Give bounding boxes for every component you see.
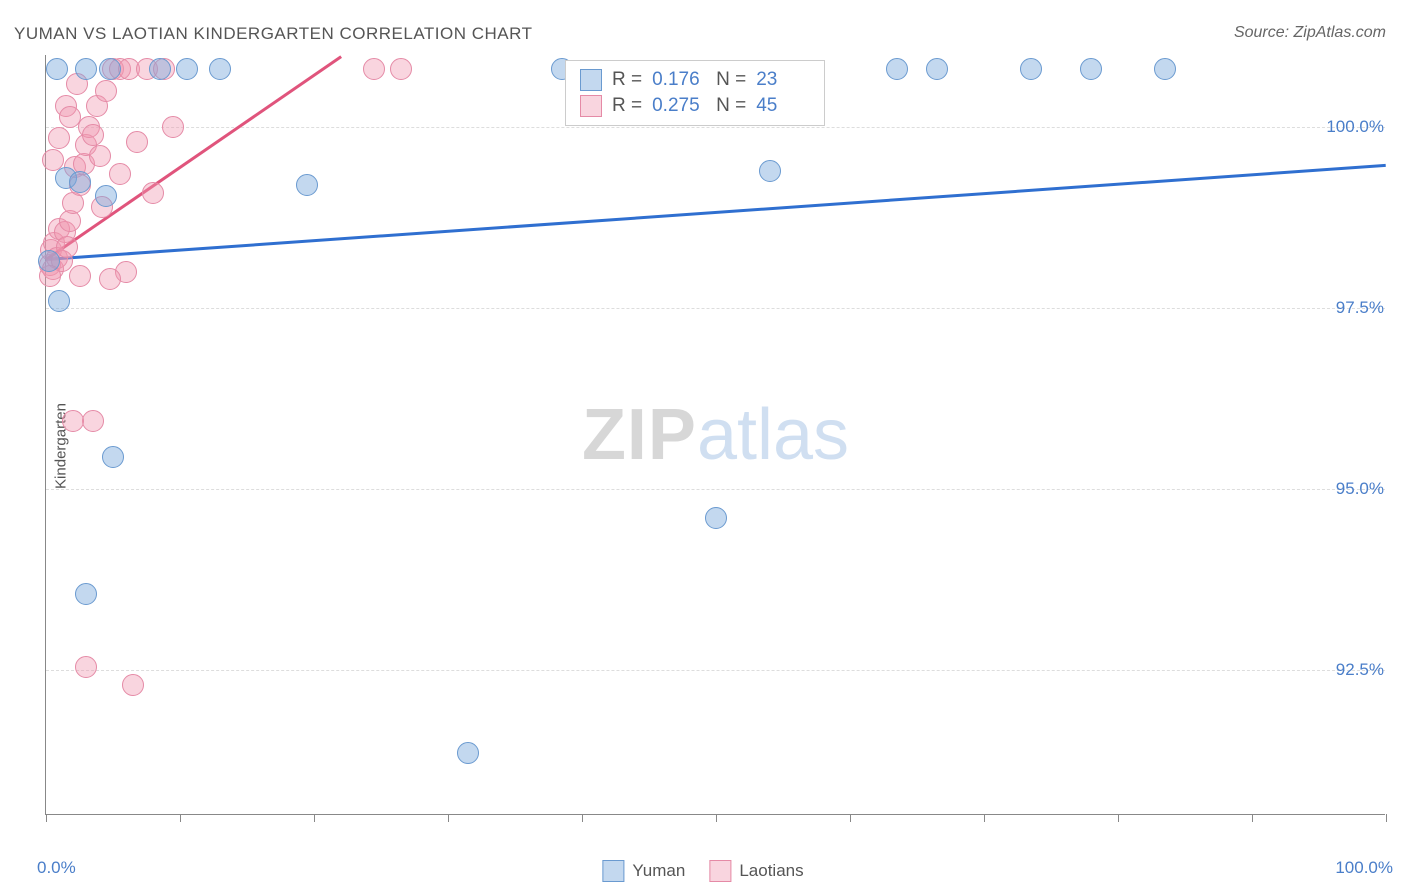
data-point-pink <box>99 268 121 290</box>
y-tick-label: 95.0% <box>1336 479 1384 499</box>
x-tick-mark <box>582 814 583 822</box>
trendline-blue <box>46 164 1386 261</box>
data-point-blue <box>176 58 198 80</box>
x-tick-max: 100.0% <box>1335 858 1393 878</box>
x-tick-mark <box>448 814 449 822</box>
x-tick-mark <box>1252 814 1253 822</box>
swatch-blue-icon <box>580 69 602 91</box>
data-point-blue <box>102 446 124 468</box>
r-value: 0.176 <box>652 69 706 91</box>
data-point-pink <box>82 124 104 146</box>
r-label: R = <box>612 69 642 91</box>
x-tick-mark <box>1386 814 1387 822</box>
stats-legend-box: R = 0.176 N = 23 R = 0.275 N = 45 <box>565 60 825 126</box>
x-tick-mark <box>984 814 985 822</box>
n-label: N = <box>716 95 746 117</box>
swatch-pink-icon <box>709 860 731 882</box>
r-value: 0.275 <box>652 95 706 117</box>
swatch-blue-icon <box>602 860 624 882</box>
data-point-pink <box>142 182 164 204</box>
x-tick-min: 0.0% <box>37 858 76 878</box>
data-point-pink <box>95 80 117 102</box>
data-point-blue <box>95 185 117 207</box>
y-tick-label: 100.0% <box>1326 117 1384 137</box>
data-point-blue <box>886 58 908 80</box>
data-point-pink <box>363 58 385 80</box>
data-point-blue <box>75 583 97 605</box>
data-point-blue <box>69 171 91 193</box>
data-point-pink <box>59 106 81 128</box>
stats-row-yuman: R = 0.176 N = 23 <box>580 67 810 93</box>
data-point-blue <box>296 174 318 196</box>
data-point-pink <box>162 116 184 138</box>
data-point-pink <box>122 674 144 696</box>
data-point-blue <box>759 160 781 182</box>
bottom-legend: Yuman Laotians <box>602 860 803 882</box>
n-value: 45 <box>756 95 810 117</box>
source-label: Source: ZipAtlas.com <box>1234 24 1386 42</box>
x-tick-mark <box>314 814 315 822</box>
x-tick-mark <box>716 814 717 822</box>
chart-container: YUMAN VS LAOTIAN KINDERGARTEN CORRELATIO… <box>0 0 1406 892</box>
data-point-pink <box>48 127 70 149</box>
data-point-pink <box>390 58 412 80</box>
data-point-blue <box>149 58 171 80</box>
gridline-h <box>46 489 1385 490</box>
data-point-pink <box>89 145 111 167</box>
gridline-h <box>46 127 1385 128</box>
legend-item-laotians: Laotians <box>709 860 803 882</box>
stats-row-laotians: R = 0.275 N = 45 <box>580 93 810 119</box>
swatch-pink-icon <box>580 95 602 117</box>
data-point-blue <box>926 58 948 80</box>
n-label: N = <box>716 69 746 91</box>
y-tick-label: 92.5% <box>1336 660 1384 680</box>
data-point-pink <box>126 131 148 153</box>
chart-title: YUMAN VS LAOTIAN KINDERGARTEN CORRELATIO… <box>14 24 532 44</box>
gridline-h <box>46 308 1385 309</box>
data-point-blue <box>38 250 60 272</box>
x-tick-mark <box>1118 814 1119 822</box>
x-tick-mark <box>46 814 47 822</box>
data-point-blue <box>1080 58 1102 80</box>
gridline-h <box>46 670 1385 671</box>
data-point-blue <box>46 58 68 80</box>
data-point-blue <box>1020 58 1042 80</box>
data-point-pink <box>75 656 97 678</box>
n-value: 23 <box>756 69 810 91</box>
x-tick-mark <box>850 814 851 822</box>
data-point-blue <box>457 742 479 764</box>
data-point-blue <box>705 507 727 529</box>
data-point-pink <box>56 236 78 258</box>
x-tick-mark <box>180 814 181 822</box>
data-point-blue <box>209 58 231 80</box>
legend-label: Yuman <box>632 861 685 881</box>
r-label: R = <box>612 95 642 117</box>
watermark-atlas: atlas <box>697 395 849 475</box>
watermark: ZIPatlas <box>582 394 849 476</box>
data-point-blue <box>75 58 97 80</box>
data-point-pink <box>62 410 84 432</box>
legend-label: Laotians <box>739 861 803 881</box>
data-point-pink <box>69 265 91 287</box>
data-point-blue <box>48 290 70 312</box>
legend-item-yuman: Yuman <box>602 860 685 882</box>
data-point-pink <box>109 163 131 185</box>
plot-area: ZIPatlas <box>45 55 1385 815</box>
data-point-pink <box>82 410 104 432</box>
data-point-blue <box>1154 58 1176 80</box>
data-point-blue <box>99 58 121 80</box>
watermark-zip: ZIP <box>582 395 697 475</box>
y-tick-label: 97.5% <box>1336 298 1384 318</box>
